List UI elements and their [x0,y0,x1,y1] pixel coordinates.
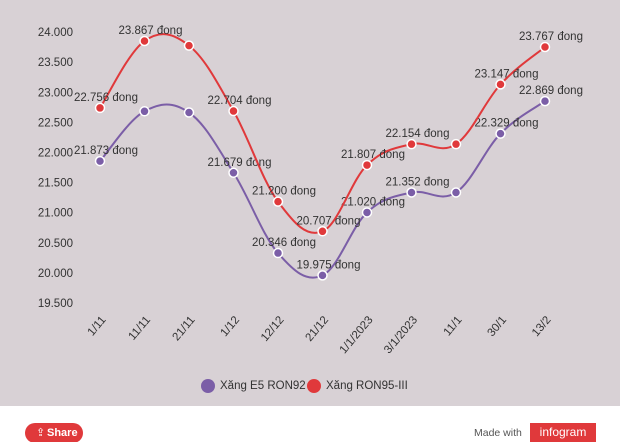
share-icon: ⇪ [36,427,45,439]
data-label: 23.767 đong [519,31,583,43]
data-label: 20.346 đong [252,237,316,249]
data-point [539,41,551,53]
y-tick-label: 23.500 [38,57,73,69]
data-label: 21.020 đong [341,196,405,208]
y-tick-label: 22.000 [38,147,73,159]
legend-label: Xăng RON95-III [326,380,408,392]
share-button[interactable] [25,423,83,443]
legend-marker [307,379,321,393]
y-tick-label: 20.000 [38,268,73,280]
data-label: 23.867 đong [119,25,183,37]
data-point [317,270,328,281]
data-point [228,105,239,117]
data-label: 22.756 đong [74,92,138,104]
data-point [406,138,417,150]
y-tick-label: 24.000 [38,27,73,39]
data-point [272,247,284,259]
data-point [495,128,506,139]
chart-background [0,0,620,406]
data-point [183,40,195,51]
data-label: 22.704 đong [208,95,272,107]
data-label: 21.873 đong [74,145,138,157]
data-label: 21.807 đong [341,149,405,161]
data-point [228,167,239,179]
data-label: 19.975 đong [297,259,361,271]
data-point [272,196,284,207]
data-point [94,102,106,114]
data-label: 21.679 đong [208,157,272,169]
y-tick-label: 23.000 [38,87,73,99]
y-tick-label: 19.500 [38,298,73,310]
data-label: 22.154 đong [386,128,450,140]
share-label[interactable]: Share [47,427,78,439]
data-point [495,79,506,90]
legend-label: Xăng E5 RON92 [220,380,306,392]
data-label: 22.869 đong [519,85,583,97]
data-point [317,226,328,237]
data-point [450,138,462,150]
data-point [361,159,373,171]
data-label: 20.707 đong [297,215,361,227]
legend-marker [201,379,215,393]
y-tick-label: 20.500 [38,238,73,250]
data-point [406,187,417,198]
data-point [539,95,551,107]
data-label: 23.147 đong [475,68,539,80]
data-point [139,35,150,47]
made-with: Made with [474,427,522,439]
data-point [450,187,462,198]
data-label: 22.329 đong [475,118,539,130]
data-label: 21.200 đong [252,186,316,198]
brand[interactable]: infogram [540,425,587,439]
y-tick-label: 21.500 [38,178,73,190]
data-label: 21.352 đong [386,176,450,188]
data-point [183,107,195,118]
data-point [361,207,373,218]
brand-badge[interactable] [530,423,596,443]
data-point [94,155,106,167]
data-point [139,106,150,117]
y-tick-label: 22.500 [38,117,73,129]
y-tick-label: 21.000 [38,208,73,220]
